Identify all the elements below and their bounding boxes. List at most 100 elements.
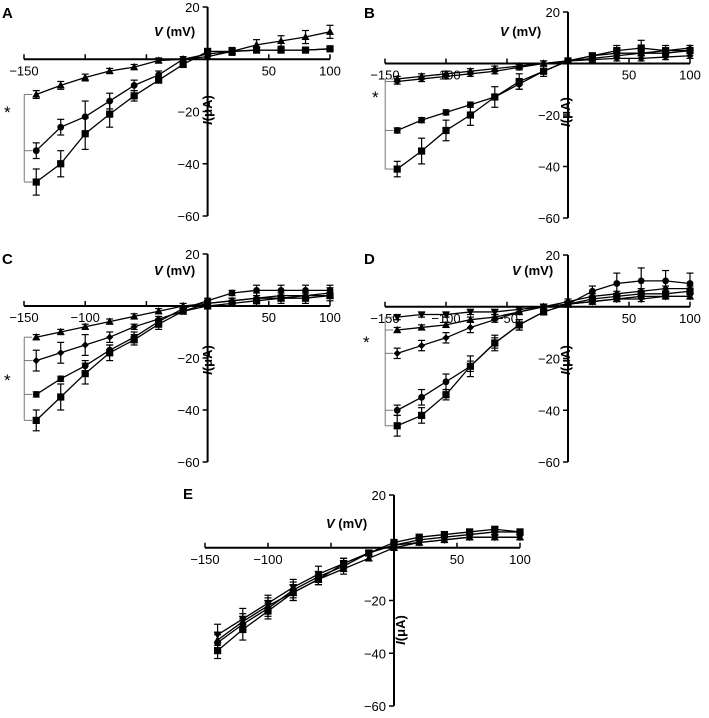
- data-point: [516, 533, 524, 541]
- data-point: [490, 533, 499, 541]
- data-point: [56, 81, 65, 89]
- y-tick-label: −20: [538, 352, 560, 367]
- x-tick-label: −100: [253, 552, 282, 567]
- data-point: [393, 406, 401, 414]
- data-point: [179, 307, 187, 315]
- data-point: [686, 52, 694, 60]
- data-point: [442, 391, 450, 399]
- data-point: [81, 322, 90, 330]
- data-point: [32, 90, 41, 98]
- data-point: [442, 311, 450, 319]
- data-point: [686, 287, 694, 295]
- data-point: [393, 422, 401, 430]
- data-point: [515, 308, 523, 316]
- significance-star: *: [4, 103, 11, 122]
- data-point: [440, 530, 448, 539]
- data-point: [81, 341, 89, 349]
- y-axis-title: I(μA): [200, 345, 215, 375]
- data-point: [686, 292, 694, 300]
- data-point: [466, 362, 474, 370]
- y-tick-label: −40: [178, 403, 200, 418]
- y-tick-label: 20: [372, 488, 386, 503]
- data-point: [155, 320, 163, 328]
- data-point: [214, 647, 222, 655]
- y-axis-variable: I: [558, 371, 573, 375]
- data-point: [289, 588, 297, 597]
- data-point: [442, 72, 450, 80]
- data-point: [57, 123, 65, 131]
- series-square: [393, 39, 694, 178]
- data-point: [564, 300, 572, 308]
- y-tick-label: −60: [538, 455, 560, 470]
- data-point: [686, 280, 694, 287]
- data-point: [490, 308, 499, 317]
- data-point: [130, 81, 138, 89]
- data-point: [393, 325, 402, 334]
- data-point: [252, 297, 261, 305]
- data-point: [57, 393, 65, 401]
- data-point: [393, 314, 402, 322]
- series-square: [214, 525, 524, 660]
- data-point: [613, 292, 621, 300]
- data-point: [662, 290, 670, 298]
- data-point: [340, 559, 348, 568]
- significance-bracket: *: [4, 94, 33, 183]
- y-axis-unit: (μA): [200, 95, 215, 121]
- data-point: [466, 528, 474, 536]
- data-point: [204, 302, 212, 310]
- x-axis-unit: (mV): [163, 263, 196, 278]
- x-tick-label: 100: [319, 63, 341, 78]
- y-tick-label: −20: [178, 105, 200, 120]
- panel-letter: B: [364, 5, 375, 22]
- data-point: [442, 320, 450, 328]
- x-axis-unit: (mV): [521, 263, 554, 278]
- y-tick-label: 20: [546, 5, 560, 20]
- data-point: [637, 44, 645, 52]
- x-tick-label: 50: [262, 63, 276, 78]
- y-axis-title: I(μA): [393, 615, 408, 645]
- data-point: [540, 67, 548, 75]
- data-point: [277, 287, 285, 294]
- data-point: [516, 528, 524, 536]
- data-point: [613, 280, 621, 287]
- y-tick-label: −40: [364, 646, 386, 661]
- data-point: [32, 147, 40, 155]
- data-point: [264, 607, 272, 615]
- series-square: [32, 45, 334, 196]
- y-axis-unit: (μA): [558, 345, 573, 371]
- data-point: [253, 287, 260, 294]
- data-point: [57, 349, 65, 357]
- significance-star: *: [4, 371, 11, 390]
- y-axis-unit: (μA): [558, 97, 573, 123]
- y-axis-variable: I: [200, 121, 215, 125]
- x-axis-variable: V: [154, 263, 164, 278]
- panel-letter: D: [364, 251, 375, 268]
- data-point: [326, 27, 334, 35]
- x-tick-label: 50: [450, 552, 464, 567]
- x-axis-variable: V: [512, 263, 522, 278]
- panel-letter: E: [183, 486, 193, 503]
- data-point: [277, 46, 285, 54]
- data-point: [105, 317, 114, 325]
- data-point: [106, 110, 114, 118]
- data-point: [613, 47, 621, 55]
- data-point: [252, 40, 261, 48]
- data-point: [326, 45, 334, 53]
- x-axis-variable: V: [500, 24, 510, 39]
- x-axis-unit: (mV): [509, 24, 542, 39]
- data-point: [228, 299, 236, 307]
- data-point: [154, 307, 163, 315]
- data-point: [32, 178, 40, 186]
- data-point: [662, 47, 670, 55]
- x-tick-label: 100: [679, 68, 701, 83]
- data-point: [393, 127, 401, 134]
- data-point: [515, 77, 523, 86]
- data-point: [239, 625, 247, 634]
- x-tick-label: 100: [319, 310, 341, 325]
- data-point: [130, 336, 138, 344]
- data-point: [466, 315, 475, 323]
- data-point: [130, 323, 138, 331]
- series-square: [393, 287, 694, 437]
- data-point: [466, 323, 474, 332]
